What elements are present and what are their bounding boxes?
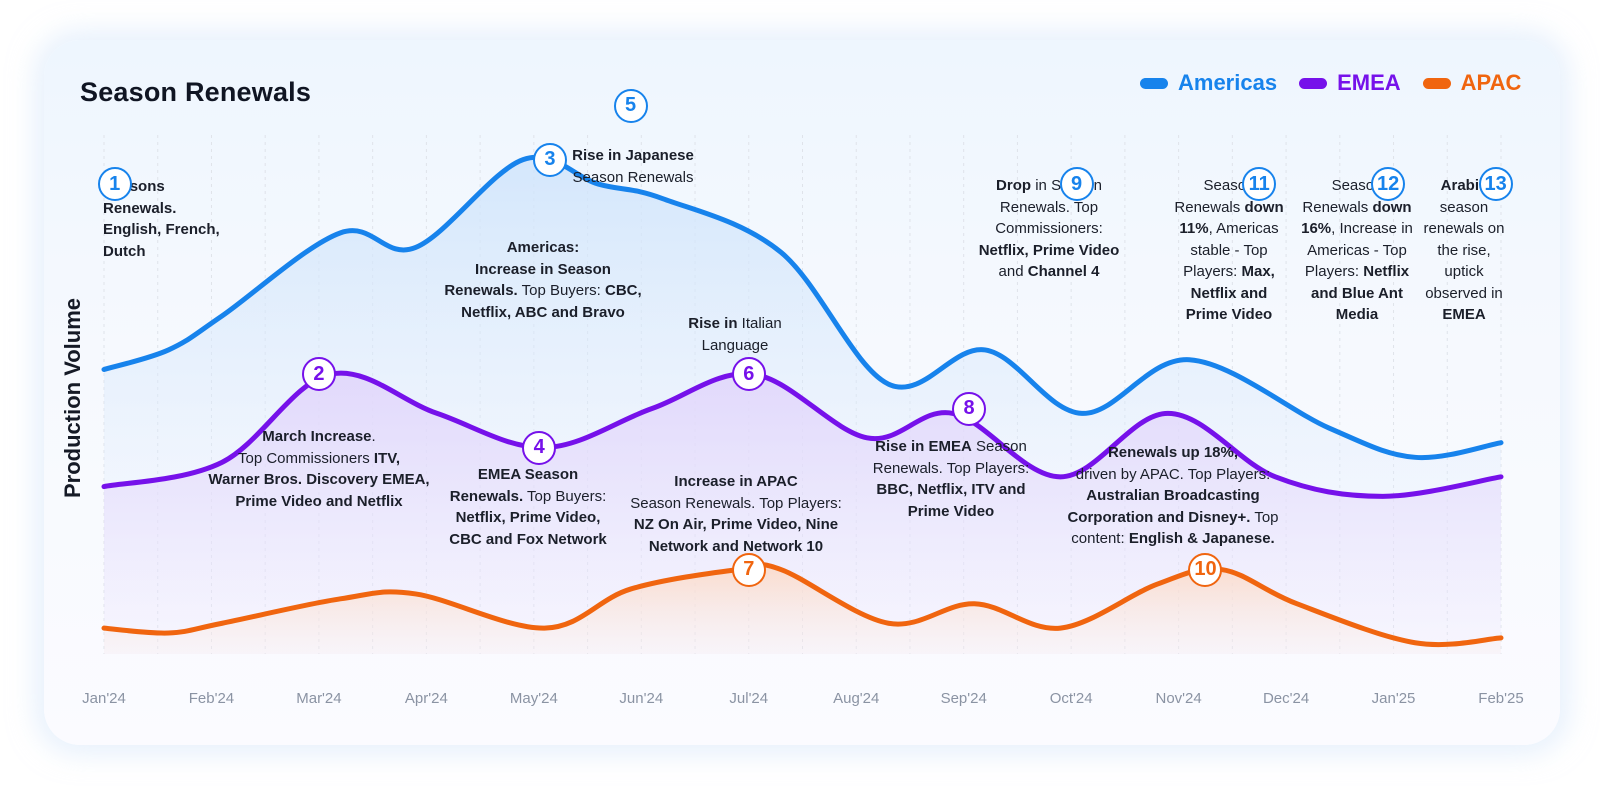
legend-label-apac: APAC xyxy=(1460,70,1522,95)
x-tick-label: Apr'24 xyxy=(404,690,448,707)
annotation-marker[interactable]: 7 xyxy=(731,552,766,587)
annotation-marker[interactable]: 4 xyxy=(522,430,557,465)
annotation-marker[interactable]: 3 xyxy=(532,142,567,177)
legend-label-emea: EMEA xyxy=(1337,70,1401,95)
annotation-note: Rise in EMEA Season Renewals. Top Players… xyxy=(872,438,1030,520)
annotation-note: Renewals up 18%, driven by APAC. Top Play… xyxy=(1067,444,1279,547)
series-americas-line xyxy=(101,154,1504,461)
x-tick-label: Nov'24 xyxy=(1155,690,1202,707)
annotation-marker[interactable]: 11 xyxy=(1242,167,1277,202)
annotation-marker[interactable]: 10 xyxy=(1188,552,1223,587)
x-tick-label: Sep'24 xyxy=(940,690,987,707)
x-tick-label: Jan'25 xyxy=(1371,690,1416,707)
x-tick-label: Feb'25 xyxy=(1478,690,1524,707)
legend-swatch-emea xyxy=(1299,77,1328,89)
legend-item-emea[interactable]: EMEA xyxy=(1299,70,1401,96)
annotation-marker[interactable]: 5 xyxy=(613,88,648,123)
annotation-note: Season Renewals down 11%, Americas stable -… xyxy=(1174,177,1284,323)
legend-swatch-americas xyxy=(1140,77,1168,89)
x-tick-label: Dec'24 xyxy=(1262,690,1310,707)
annotation-note: March Increase. Top Commissioners ITV, War… xyxy=(208,428,430,510)
legend-label-americas: Americas xyxy=(1178,70,1278,95)
annotation-note: Increase in APAC Season Renewals. Top Pla… xyxy=(630,473,842,555)
annotation-note: Season Renewals down 16%, Increase in Ameri… xyxy=(1301,177,1413,323)
legend-item-apac[interactable]: APAC xyxy=(1422,70,1522,96)
annotation-note: EMEA Season Renewals. Top Buyers: Netflix,… xyxy=(449,466,607,548)
annotation-marker[interactable]: 8 xyxy=(952,391,987,426)
x-tick-label: Jun'24 xyxy=(619,690,664,707)
x-tick-label: Feb'24 xyxy=(188,690,235,707)
legend-item-americas[interactable]: Americas xyxy=(1140,70,1277,96)
annotation-marker[interactable]: 12 xyxy=(1371,167,1406,202)
annotation-note: Rise in Italian Language xyxy=(688,315,782,354)
x-tick-label: Oct'24 xyxy=(1049,690,1093,707)
annotation-marker[interactable]: 6 xyxy=(731,357,766,392)
annotation-marker[interactable]: 1 xyxy=(97,167,132,202)
x-tick-label: Aug'24 xyxy=(833,690,880,707)
annotation-marker[interactable]: 2 xyxy=(301,357,336,392)
legend: Americas EMEA APAC xyxy=(1140,70,1521,96)
series-apac-line xyxy=(101,562,1504,648)
legend-swatch-apac xyxy=(1422,77,1451,89)
chart-title: Season Renewals xyxy=(80,77,312,107)
x-tick-label: May'24 xyxy=(509,690,558,707)
annotation-note: Seasons Renewals. English, French, Dutch xyxy=(103,178,220,260)
annotation-note: Americas: Increase in Season Renewals. Top… xyxy=(444,239,642,321)
annotation-note: Rise in Japanese Season Renewals xyxy=(572,147,694,186)
x-tick-label: Jan'24 xyxy=(82,690,126,707)
x-tick-label: Jul'24 xyxy=(729,690,769,707)
x-tick-label: Mar'24 xyxy=(296,690,342,707)
annotation-note: Arabic season renewals on the rise, uptick ob… xyxy=(1423,177,1505,323)
annotation-marker[interactable]: 9 xyxy=(1059,167,1094,202)
annotation-marker[interactable]: 13 xyxy=(1478,167,1513,202)
